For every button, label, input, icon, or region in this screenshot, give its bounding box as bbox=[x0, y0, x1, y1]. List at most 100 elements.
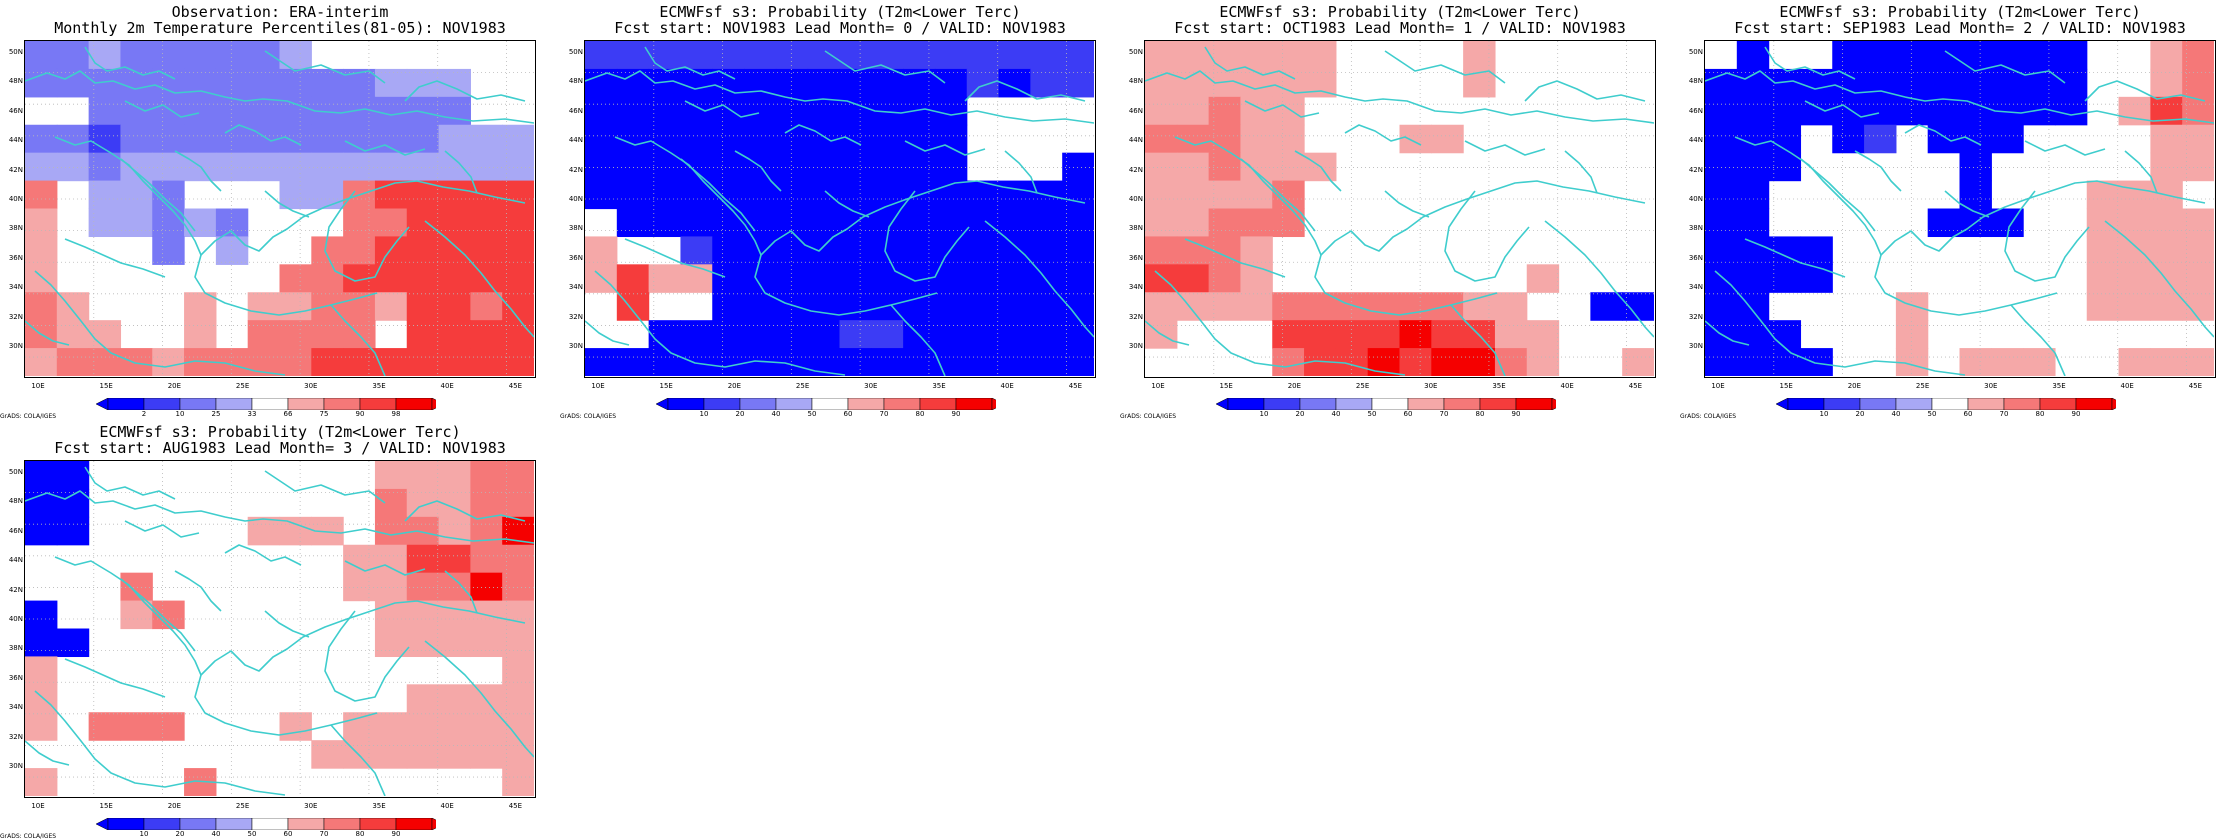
map-panel-lead-0: ECMWFsf s3: Probability (T2m<Lower Terc)… bbox=[560, 0, 1120, 420]
grid-cell bbox=[25, 684, 58, 713]
grid-cell bbox=[1062, 348, 1094, 376]
grid-cell bbox=[1991, 68, 2024, 98]
colorbar-segment bbox=[323, 818, 361, 830]
grid-cell bbox=[470, 264, 503, 293]
grid-cell bbox=[1240, 264, 1273, 293]
coastline bbox=[25, 320, 70, 346]
grid-cell bbox=[184, 292, 217, 321]
grid-cell bbox=[680, 208, 713, 238]
grid-cell bbox=[1240, 41, 1273, 70]
grid-cell bbox=[744, 320, 777, 349]
grid-cell bbox=[2086, 236, 2120, 265]
latitude-label: 38N bbox=[8, 644, 23, 653]
colorbar-segment bbox=[1787, 398, 1825, 410]
grid-cell bbox=[374, 544, 408, 574]
grid-cell bbox=[25, 461, 58, 490]
coastline bbox=[84, 46, 176, 80]
coastline bbox=[330, 304, 386, 376]
coastline bbox=[1294, 150, 1342, 192]
colorbar-segment bbox=[1227, 398, 1265, 410]
grid-cell bbox=[934, 180, 968, 210]
latitude-label: 42N bbox=[8, 585, 23, 594]
grid-cell bbox=[1272, 292, 1305, 321]
grid-cell bbox=[680, 264, 713, 293]
grid-cell bbox=[616, 41, 650, 70]
grid-cell bbox=[374, 264, 408, 293]
grid-cell bbox=[1959, 41, 1992, 70]
latitude-label: 44N bbox=[1688, 136, 1703, 145]
grid-cell bbox=[502, 712, 534, 741]
grid-cell bbox=[343, 208, 376, 238]
grid-cell bbox=[1399, 292, 1432, 321]
colorbar-segment bbox=[1263, 398, 1301, 410]
grid-cell bbox=[903, 208, 936, 238]
grid-cell bbox=[1622, 292, 1654, 321]
grid-cell bbox=[775, 96, 809, 126]
grid-cell bbox=[438, 152, 471, 182]
grid-cell bbox=[2086, 208, 2120, 238]
coastline bbox=[1564, 150, 1598, 194]
map-panel-lead-1: ECMWFsf s3: Probability (T2m<Lower Terc)… bbox=[1120, 0, 1680, 420]
grid-cell bbox=[616, 208, 650, 238]
grid-cell bbox=[374, 180, 408, 210]
coastline bbox=[1734, 136, 1882, 256]
grid-cell bbox=[502, 628, 534, 658]
grid-cell bbox=[1927, 208, 1961, 238]
colorbar-label: 70 bbox=[1999, 410, 2009, 418]
grid-cell bbox=[470, 124, 503, 154]
grid-cell bbox=[585, 124, 618, 154]
grid-cell bbox=[680, 236, 713, 265]
grid-cell bbox=[1030, 320, 1063, 349]
grid-cell bbox=[1800, 348, 1833, 376]
longitude-label: 15E bbox=[659, 382, 673, 390]
grid-cell bbox=[1030, 41, 1063, 70]
grid-cell bbox=[215, 68, 249, 98]
grid-cell bbox=[998, 236, 1031, 265]
grid-cell bbox=[215, 236, 249, 265]
grid-cell bbox=[744, 124, 777, 154]
colorbar-segment bbox=[107, 818, 145, 830]
grid-cell bbox=[25, 600, 58, 630]
latitude-label: 50N bbox=[8, 48, 23, 56]
grid-cell bbox=[374, 740, 408, 769]
grid-cell bbox=[152, 96, 185, 126]
grid-cell bbox=[184, 96, 217, 126]
colorbar-segment bbox=[179, 818, 217, 830]
grid-cell bbox=[807, 320, 841, 349]
grid-cell bbox=[374, 96, 408, 126]
grid-cell bbox=[1800, 264, 1833, 293]
map-panel-observation: Observation: ERA-interim Monthly 2m Tempe… bbox=[0, 0, 560, 420]
grid-cell bbox=[56, 348, 90, 376]
grid-cell bbox=[1240, 208, 1273, 238]
colorbar-segment bbox=[359, 398, 397, 410]
grid-cell bbox=[25, 208, 58, 238]
grid-cell bbox=[120, 152, 153, 182]
colorbar-segment bbox=[143, 818, 181, 830]
longitude-label: 20E bbox=[167, 382, 182, 390]
grid-cell bbox=[1062, 41, 1094, 70]
grid-cell bbox=[839, 264, 872, 293]
grid-cell bbox=[934, 152, 968, 182]
grid-cell bbox=[871, 68, 904, 98]
grid-cell bbox=[616, 264, 650, 293]
grid-cell bbox=[1304, 41, 1337, 70]
grid-cell bbox=[1959, 180, 1992, 210]
grid-cell bbox=[152, 152, 185, 182]
grid-cell bbox=[966, 68, 1000, 98]
grid-cell bbox=[648, 348, 682, 376]
grid-cell bbox=[775, 320, 809, 349]
grid-cell bbox=[712, 320, 745, 349]
grid-cell bbox=[438, 628, 471, 658]
grid-cell bbox=[311, 152, 344, 182]
longitude-label: 10E bbox=[1151, 382, 1165, 390]
colorbar-label: 60 bbox=[1403, 410, 1413, 418]
grid-cell bbox=[744, 264, 777, 293]
colorbar-label: 40 bbox=[771, 410, 781, 418]
grid-cell bbox=[1526, 264, 1560, 293]
grid-cell bbox=[374, 516, 408, 546]
coastline bbox=[594, 270, 846, 376]
grid-cell bbox=[311, 180, 344, 210]
colorbar-label: 20 bbox=[1855, 410, 1865, 418]
grid-cell bbox=[374, 236, 408, 265]
grid-cell bbox=[616, 124, 650, 154]
